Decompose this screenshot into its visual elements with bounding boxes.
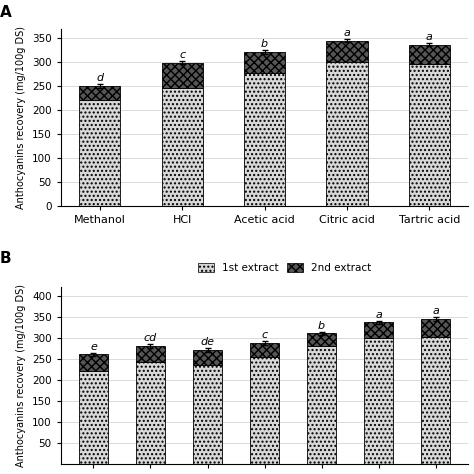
Bar [307,346,336,464]
Text: a: a [375,310,382,320]
Bar [79,100,120,206]
Text: d: d [96,73,103,83]
Bar [79,355,108,371]
Bar [409,64,450,206]
Bar [162,63,203,88]
Text: b: b [318,321,325,331]
Text: a: a [432,307,439,317]
Bar [250,357,279,464]
Text: c: c [179,50,185,60]
Bar [326,62,367,206]
Text: B: B [0,251,11,266]
Y-axis label: Anthocyanins recovery (mg/100g DS): Anthocyanins recovery (mg/100g DS) [16,26,27,209]
Text: a: a [426,32,433,42]
Bar [421,319,450,337]
Bar [244,52,285,73]
Bar [307,333,336,346]
Bar [421,337,450,464]
Text: b: b [261,39,268,49]
Y-axis label: Anthocyanins recovery (mg/100g DS): Anthocyanins recovery (mg/100g DS) [16,284,27,467]
Bar [162,88,203,206]
Bar [136,362,165,464]
Text: de: de [201,337,215,347]
Bar [365,337,393,464]
Text: A: A [0,5,11,20]
Bar [79,86,120,100]
Bar [79,371,108,464]
Bar [250,343,279,357]
Text: e: e [90,342,97,352]
Bar [326,41,367,62]
Legend: 1st extract, 2nd extract: 1st extract, 2nd extract [196,261,374,275]
Bar [193,350,222,365]
Bar [136,346,165,362]
Bar [244,73,285,206]
Text: c: c [262,330,268,340]
Bar [193,365,222,464]
Bar [409,45,450,64]
Text: a: a [344,28,350,38]
Bar [365,322,393,337]
Text: cd: cd [144,333,157,344]
